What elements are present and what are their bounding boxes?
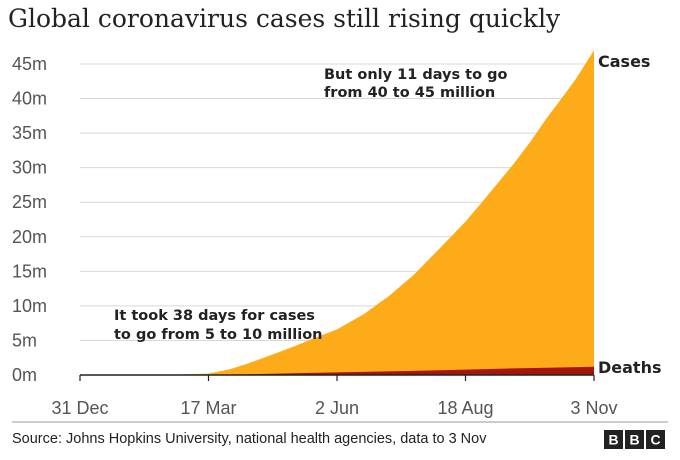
series-labels: Cases Deaths: [598, 52, 662, 377]
bbc-logo-letter-3: C: [650, 432, 660, 448]
y-tick-label-9: 45m: [12, 54, 47, 74]
x-tick-label-3: 18 Aug: [437, 398, 493, 418]
annotation-upper-line-1: But only 11 days to go: [324, 67, 508, 83]
chart-title: Global coronavirus cases still rising qu…: [8, 4, 561, 33]
y-tick-label-7: 35m: [12, 123, 47, 143]
y-tick-label-3: 15m: [12, 261, 47, 281]
x-tick-label-0: 31 Dec: [51, 398, 108, 418]
x-tick-label-1: 17 Mar: [180, 398, 236, 418]
y-tick-label-0: 0m: [12, 365, 37, 385]
x-axis: [79, 374, 595, 381]
area-cases: [80, 50, 594, 375]
annotation-lower-line-2: to go from 5 to 10 million: [114, 327, 323, 343]
series-label-deaths: Deaths: [598, 358, 662, 377]
annotation-lower-line-1: It took 38 days for cases: [114, 308, 315, 324]
y-tick-label-2: 10m: [12, 296, 47, 316]
annotation-upper: But only 11 days to go from 40 to 45 mil…: [324, 67, 508, 101]
bbc-logo-box-1: [604, 430, 623, 449]
y-tick-label-8: 40m: [12, 89, 47, 109]
y-tick-label-6: 30m: [12, 158, 47, 178]
area-deaths: [80, 366, 594, 375]
source-note: Source: Johns Hopkins University, nation…: [12, 431, 487, 447]
y-tick-label-4: 20m: [12, 227, 47, 247]
x-tick-label-2: 2 Jun: [315, 398, 359, 418]
bbc-logo-box-2: [625, 430, 644, 449]
bbc-logo-letter-2: B: [629, 432, 639, 448]
y-tick-label-5: 25m: [12, 192, 47, 212]
bbc-logo: B B C: [604, 430, 665, 449]
bbc-logo-box-3: [646, 430, 665, 449]
y-tick-label-1: 5m: [12, 330, 37, 350]
y-axis-tick-labels: 0m 5m 10m 15m 20m 25m 30m 35m 40m 45m: [12, 54, 47, 385]
series-areas: [80, 50, 594, 375]
annotation-upper-line-2: from 40 to 45 million: [324, 85, 495, 101]
series-label-cases: Cases: [598, 52, 650, 71]
x-tick-label-4: 3 Nov: [570, 398, 617, 418]
bbc-logo-letter-1: B: [608, 432, 618, 448]
x-axis-tick-labels: 31 Dec 17 Mar 2 Jun 18 Aug 3 Nov: [51, 398, 617, 418]
annotation-lower: It took 38 days for cases to go from 5 t…: [114, 308, 323, 343]
grid-lines: [80, 63, 594, 341]
